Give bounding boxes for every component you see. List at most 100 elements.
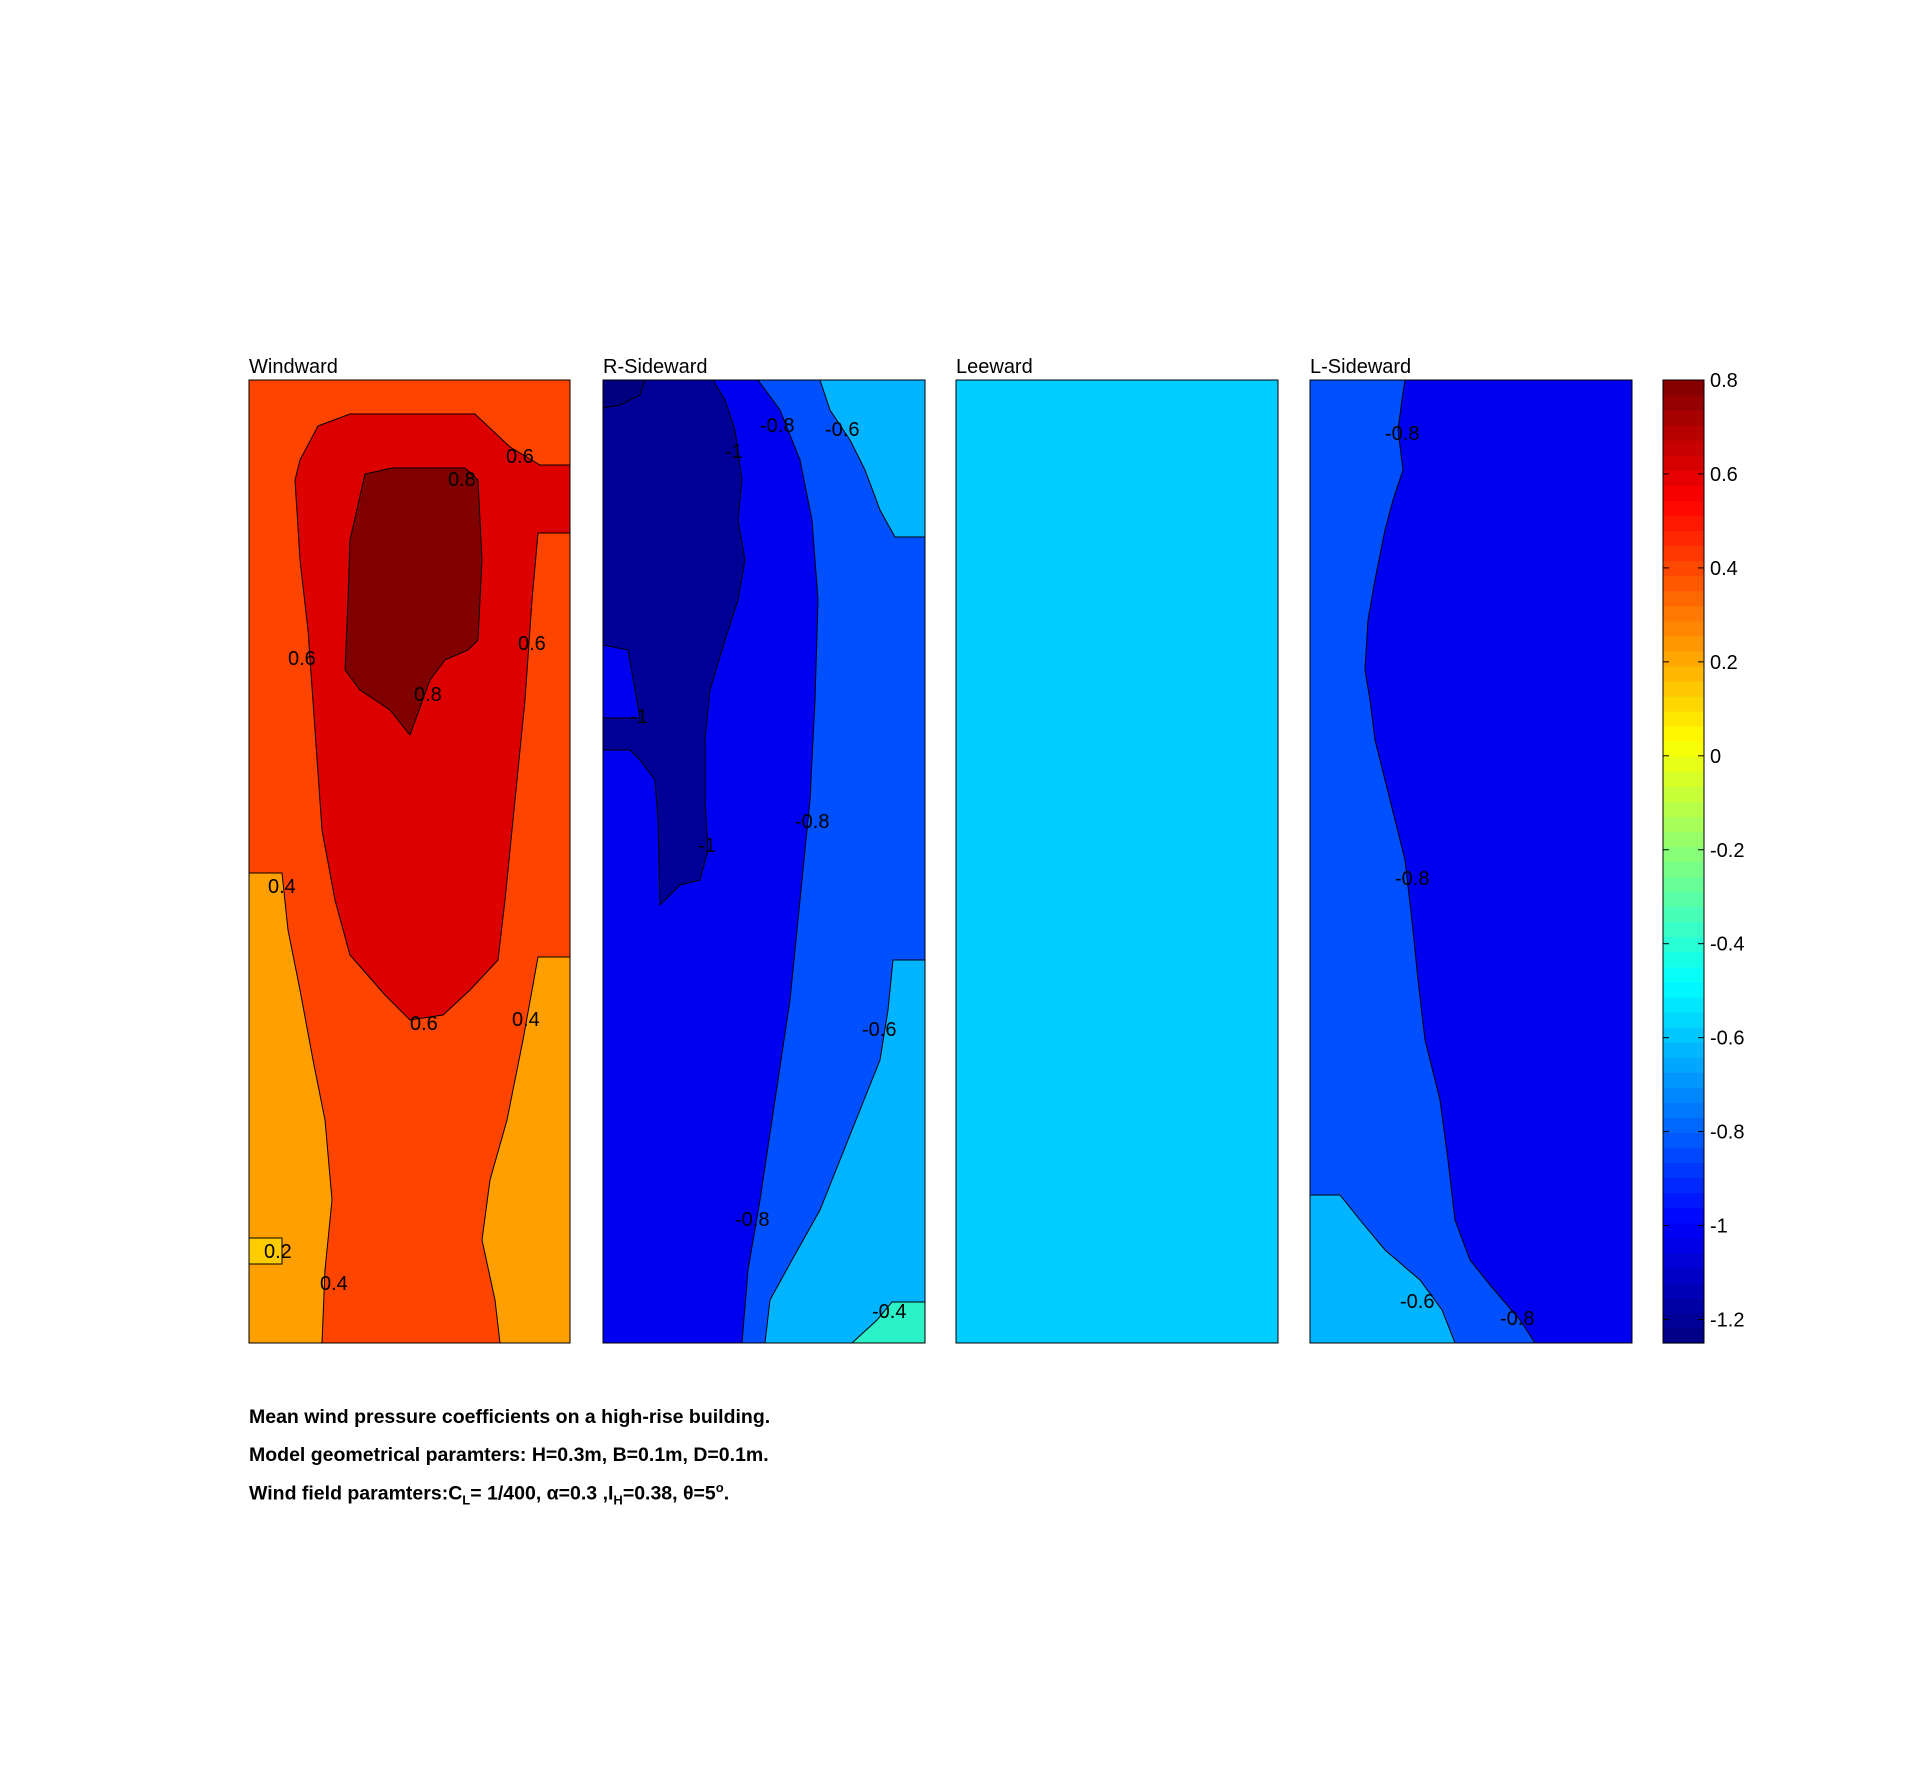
l-sideward-frame (1309, 379, 1633, 1344)
windward-labels: 0.8 0.6 0.6 0.6 0.8 0.4 0.6 0.4 0.2 0.4 (264, 446, 546, 1295)
contour-label: -0.8 (1385, 423, 1419, 445)
panel-leeward: Leeward (955, 356, 1279, 1344)
colorbar-band (1663, 1147, 1704, 1164)
colorbar-band (1663, 1042, 1704, 1058)
contour-label: -0.8 (795, 811, 829, 833)
colorbar-band (1663, 695, 1704, 712)
colorbar-band (1663, 1327, 1704, 1344)
colorbar-tick-label: -0.2 (1710, 840, 1744, 862)
l-sideward-labels: -0.8 -0.8 -0.6 -0.8 (1385, 423, 1534, 1330)
colorbar-band (1663, 1102, 1704, 1118)
colorbar-band (1663, 620, 1704, 637)
contour-label: 0.8 (448, 469, 476, 491)
colorbar-tick-label: -0.4 (1710, 934, 1744, 956)
colorbar-band (1663, 515, 1704, 532)
colorbar-band (1663, 1252, 1704, 1269)
colorbar-band (1663, 831, 1704, 848)
colorbar-band (1663, 665, 1704, 682)
l-sideward-region-10-08 (1364, 379, 1633, 1344)
colorbar-band (1663, 726, 1704, 742)
caption-subscript-h: H (613, 1492, 623, 1508)
windward-region-above-08 (344, 467, 483, 737)
colorbar-band (1663, 590, 1704, 607)
colorbar-band (1663, 996, 1704, 1013)
caption-line-3-mid: = 1/400, α=0.3 ,I (470, 1482, 614, 1505)
colorbar-band (1663, 680, 1704, 697)
colorbar: 0.8 0.6 0.4 0.2 0 -0.2 -0.4 -0.6 -0.8 -1 -1.2 (1662, 370, 1744, 1344)
colorbar-band (1663, 1177, 1704, 1194)
colorbar-band (1663, 906, 1704, 923)
r-sideward-labels: -0.8 -0.6 -1 -1 -0.8 -1 -0.6 -0.8 -0.4 (630, 415, 906, 1323)
panel-title-r-sideward: R-Sideward (603, 356, 707, 378)
colorbar-band (1663, 861, 1704, 878)
colorbar-tick-label: 0.2 (1710, 652, 1738, 674)
colorbar-band (1663, 440, 1704, 456)
colorbar-band (1663, 1027, 1704, 1043)
colorbar-band (1663, 425, 1704, 441)
caption-line-3-end: . (723, 1482, 730, 1505)
colorbar-band (1663, 1237, 1704, 1254)
contour-label: 0.6 (288, 648, 316, 670)
colorbar-tick-label: 0.4 (1710, 558, 1738, 580)
colorbar-band (1663, 786, 1704, 802)
colorbar-band (1663, 951, 1704, 968)
panel-r-sideward: R-Sideward -0.8 -0.6 -1 -1 -0.8 -1 -0.6 … (602, 356, 926, 1344)
caption-subscript-l: L (462, 1492, 471, 1508)
colorbar-band (1663, 380, 1704, 396)
colorbar-band (1663, 485, 1704, 501)
colorbar-band (1663, 470, 1704, 486)
colorbar-band (1663, 741, 1704, 757)
colorbar-band (1663, 530, 1704, 547)
colorbar-band (1663, 876, 1704, 893)
colorbar-band (1663, 605, 1704, 622)
colorbar-band (1663, 891, 1704, 908)
colorbar-frame (1662, 379, 1705, 1344)
panel-l-sideward: L-Sideward -0.8 -0.8 -0.6 -0.8 (1309, 356, 1633, 1344)
caption-line-2: Model geometrical paramters: H=0.3m, B=0… (249, 1444, 769, 1466)
contour-label: -0.6 (825, 419, 859, 441)
contour-label: -1 (630, 706, 648, 728)
colorbar-band (1663, 966, 1704, 983)
caption-line-3-mid2: =0.38, θ=5 (622, 1482, 716, 1505)
colorbar-band (1663, 1087, 1704, 1103)
colorbar-band (1663, 410, 1704, 426)
colorbar-band (1663, 1162, 1704, 1179)
panel-title-leeward: Leeward (956, 356, 1033, 378)
contour-label: -0.4 (872, 1301, 906, 1323)
colorbar-band (1663, 1117, 1704, 1133)
colorbar-ticks: 0.8 0.6 0.4 0.2 0 -0.2 -0.4 -0.6 -0.8 -1 -1.2 (1663, 370, 1744, 1332)
contour-label: 0.6 (518, 633, 546, 655)
caption-line-3-prefix: Wind field paramters:C (249, 1482, 463, 1505)
colorbar-band (1663, 1192, 1704, 1209)
contour-label: -0.8 (760, 415, 794, 437)
colorbar-band (1663, 1011, 1704, 1028)
contour-label: 0.6 (410, 1013, 438, 1035)
colorbar-band (1663, 756, 1704, 772)
colorbar-band (1663, 801, 1704, 817)
r-sideward-frame (602, 379, 926, 1344)
colorbar-tick-label: -1 (1710, 1216, 1728, 1238)
colorbar-band (1663, 1312, 1704, 1329)
contour-label: 0.4 (268, 876, 296, 898)
colorbar-band (1663, 936, 1704, 953)
colorbar-tick-label: 0.6 (1710, 464, 1738, 486)
contour-label: -1 (698, 835, 716, 857)
colorbar-band (1663, 1297, 1704, 1314)
colorbar-band (1663, 650, 1704, 667)
caption-superscript-o: o (715, 1480, 724, 1495)
contour-label: 0.6 (506, 446, 534, 468)
contour-label: 0.4 (512, 1009, 540, 1031)
colorbar-band (1663, 545, 1704, 562)
colorbar-tick-label: -0.6 (1710, 1028, 1744, 1050)
colorbar-band (1663, 771, 1704, 787)
colorbar-band (1663, 635, 1704, 652)
caption-line-3: Wind field paramters:CL= 1/400, α=0.3 ,I… (249, 1480, 729, 1507)
leeward-region-06 (955, 379, 1279, 1344)
panel-title-windward: Windward (249, 356, 338, 378)
colorbar-band (1663, 500, 1704, 517)
colorbar-band (1663, 1057, 1704, 1073)
colorbar-band (1663, 1132, 1704, 1148)
colorbar-band (1663, 1282, 1704, 1299)
colorbar-tick-label: -1.2 (1710, 1310, 1744, 1332)
contour-label: -0.8 (735, 1209, 769, 1231)
